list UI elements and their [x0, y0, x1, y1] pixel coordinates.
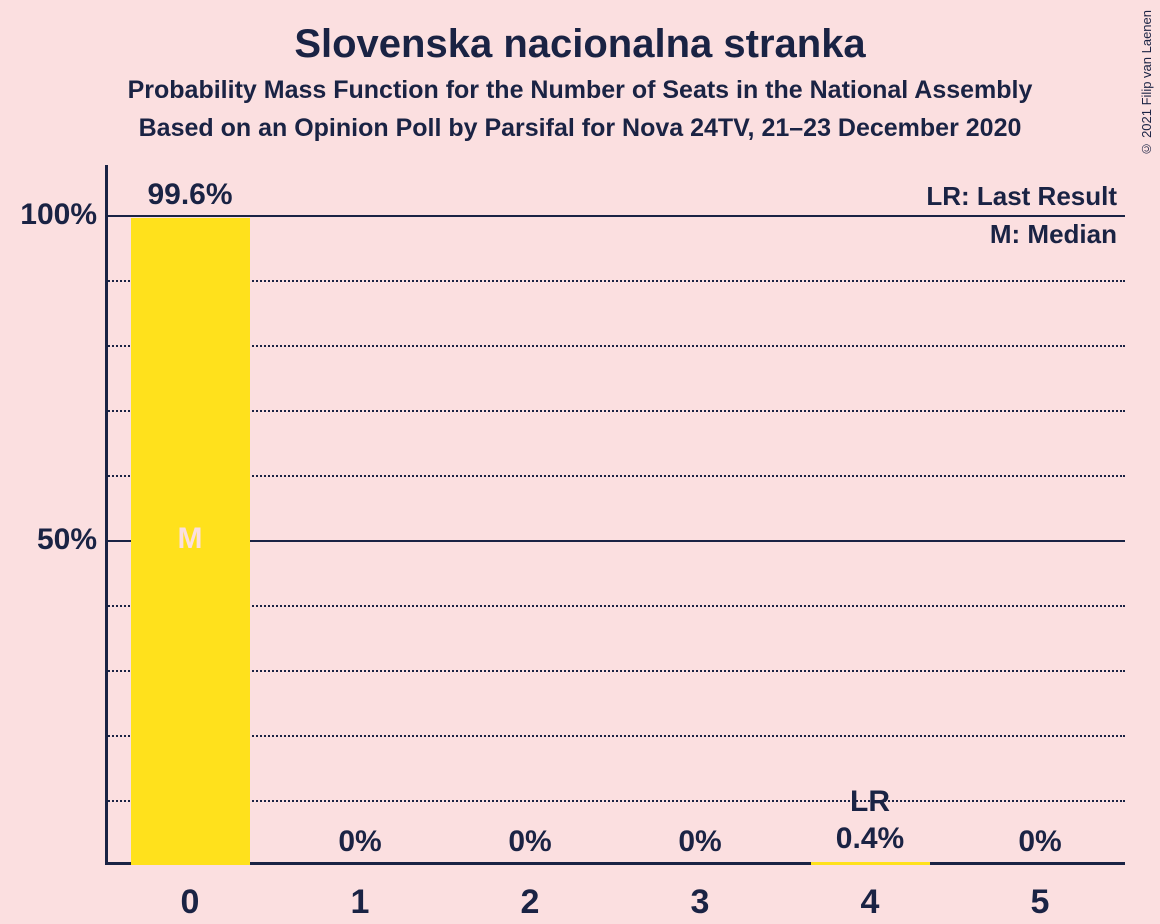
x-tick-label: 0: [181, 883, 200, 922]
legend-median: M: Median: [990, 219, 1117, 250]
x-tick-label: 3: [691, 883, 710, 922]
gridline-minor: [105, 410, 1125, 412]
bar: [811, 862, 930, 865]
chart-title: Slovenska nacionalna stranka: [0, 22, 1160, 67]
median-marker: M: [178, 522, 203, 556]
copyright-text: © 2021 Filip van Laenen: [1139, 10, 1154, 157]
x-axis: [105, 862, 1125, 865]
gridline-major: [105, 540, 1125, 542]
y-tick-label: 100%: [20, 198, 97, 232]
y-tick-label: 50%: [37, 523, 97, 557]
x-tick-label: 4: [861, 883, 880, 922]
gridline-major: [105, 215, 1125, 217]
gridline-minor: [105, 345, 1125, 347]
legend-last-result: LR: Last Result: [926, 181, 1117, 212]
bar-value-label: 0%: [338, 825, 381, 859]
bar-value-label: 0%: [678, 825, 721, 859]
gridline-minor: [105, 280, 1125, 282]
bar-value-label: 0%: [508, 825, 551, 859]
bar-value-label: 99.6%: [147, 178, 232, 212]
gridline-minor: [105, 605, 1125, 607]
x-tick-label: 5: [1031, 883, 1050, 922]
gridline-minor: [105, 800, 1125, 802]
pmf-chart: 50%100%99.6%00%10%20%30.4%40%5MLRLR: Las…: [105, 165, 1125, 865]
y-axis: [105, 165, 108, 865]
chart-subtitle-2: Based on an Opinion Poll by Parsifal for…: [0, 114, 1160, 143]
bar-value-label: 0.4%: [836, 822, 904, 856]
x-tick-label: 2: [521, 883, 540, 922]
gridline-minor: [105, 475, 1125, 477]
gridline-minor: [105, 735, 1125, 737]
chart-subtitle-1: Probability Mass Function for the Number…: [0, 76, 1160, 105]
x-tick-label: 1: [351, 883, 370, 922]
last-result-marker: LR: [850, 785, 890, 819]
gridline-minor: [105, 670, 1125, 672]
bar-value-label: 0%: [1018, 825, 1061, 859]
